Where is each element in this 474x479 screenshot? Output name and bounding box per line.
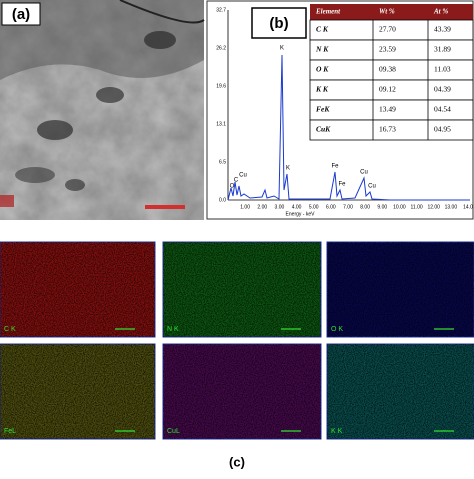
x-tick-label: 12.00 bbox=[427, 204, 440, 210]
element-map: N K bbox=[162, 241, 322, 338]
x-axis-label: Energy - keV bbox=[286, 211, 316, 217]
element-map: CuL bbox=[162, 343, 322, 440]
table-cell: 43.39 bbox=[434, 25, 451, 34]
table-cell: 04.95 bbox=[434, 125, 451, 134]
map-label: K K bbox=[331, 428, 343, 435]
table-cell: 16.73 bbox=[379, 125, 396, 134]
table-cell: N K bbox=[315, 45, 329, 54]
peak-label: C bbox=[234, 178, 239, 184]
peak-label: K bbox=[280, 46, 284, 52]
map-label: CuL bbox=[167, 428, 180, 435]
element-maps: C K N K O K FeL CuL K K bbox=[0, 241, 474, 440]
element-map: FeL bbox=[0, 343, 156, 440]
eds-panel: (b) 32.7 26.2 19.6 13.1 6.5 0.0 1.00 2.00 3.00 4.… bbox=[206, 0, 474, 220]
y-tick-label: 13.1 bbox=[216, 121, 226, 127]
table-header: Wt % bbox=[379, 8, 395, 16]
table-cell: C K bbox=[316, 25, 329, 34]
table-cell: CuK bbox=[316, 125, 331, 134]
map-label: C K bbox=[4, 326, 16, 333]
table-cell: 27.70 bbox=[379, 25, 396, 34]
spectrum-axes: 32.7 26.2 19.6 13.1 6.5 0.0 1.00 2.00 3.00 4.00 5.… bbox=[216, 7, 473, 217]
x-tick-label: 2.00 bbox=[257, 204, 267, 210]
y-tick-label: 6.5 bbox=[219, 159, 226, 165]
element-table: Element Wt % At % C K 27.70 43.39 N K 23.59 31.8… bbox=[309, 4, 474, 141]
peak-label: O bbox=[230, 184, 235, 190]
peak-label: Cu bbox=[239, 173, 247, 179]
table-cell: 23.59 bbox=[379, 45, 396, 54]
table-cell: FeK bbox=[316, 105, 330, 114]
x-tick-label: 13.00 bbox=[445, 204, 458, 210]
element-map: K K bbox=[326, 343, 474, 440]
table-row bbox=[309, 119, 474, 141]
map-label: O K bbox=[331, 326, 343, 333]
x-tick-label: 3.00 bbox=[275, 204, 285, 210]
peak-label: Cu bbox=[360, 170, 368, 176]
peak-label: Cu bbox=[368, 184, 376, 190]
x-tick-label: 9.00 bbox=[377, 204, 387, 210]
x-tick-label: 6.00 bbox=[326, 204, 336, 210]
table-cell: 13.49 bbox=[379, 105, 396, 114]
element-map: O K bbox=[326, 241, 474, 338]
table-cell: 04.54 bbox=[434, 105, 451, 114]
y-tick-label: 26.2 bbox=[216, 45, 226, 51]
map-label: FeL bbox=[4, 428, 16, 435]
x-tick-label: 11.00 bbox=[410, 204, 422, 210]
y-tick-label: 19.6 bbox=[216, 83, 226, 89]
table-header-bg bbox=[310, 4, 473, 20]
map-label: N K bbox=[167, 326, 179, 333]
element-map: C K bbox=[0, 241, 156, 338]
table-cell: 09.12 bbox=[379, 85, 396, 94]
x-tick-label: 7.00 bbox=[343, 204, 353, 210]
x-tick-label: 14.0 bbox=[463, 204, 473, 210]
peak-label: Fe bbox=[331, 164, 339, 170]
peak-label: K bbox=[286, 166, 290, 172]
x-tick-label: 10.00 bbox=[393, 204, 406, 210]
panel-label: (c) bbox=[229, 454, 245, 469]
table-cell: 04.39 bbox=[434, 85, 451, 94]
table-cell: 09.38 bbox=[379, 65, 396, 74]
panel-label: (a) bbox=[12, 6, 30, 23]
table-cell: O K bbox=[316, 65, 329, 74]
peak-label: Fe bbox=[338, 182, 346, 188]
y-tick-label: 0.0 bbox=[219, 197, 226, 203]
x-tick-label: 1.00 bbox=[240, 204, 250, 210]
table-header: Element bbox=[315, 8, 341, 16]
table-header: At % bbox=[433, 8, 448, 16]
sem-image: (a) bbox=[0, 0, 205, 220]
table-cell: K K bbox=[315, 85, 329, 94]
x-tick-label: 5.00 bbox=[309, 204, 319, 210]
table-cell: 11.03 bbox=[434, 65, 451, 74]
x-tick-label: 8.00 bbox=[360, 204, 370, 210]
y-tick-label: 32.7 bbox=[216, 7, 226, 13]
x-tick-label: 4.00 bbox=[292, 204, 302, 210]
spectrum-line bbox=[227, 54, 470, 201]
panel-label: (b) bbox=[269, 15, 288, 32]
table-cell: 31.89 bbox=[434, 45, 451, 54]
